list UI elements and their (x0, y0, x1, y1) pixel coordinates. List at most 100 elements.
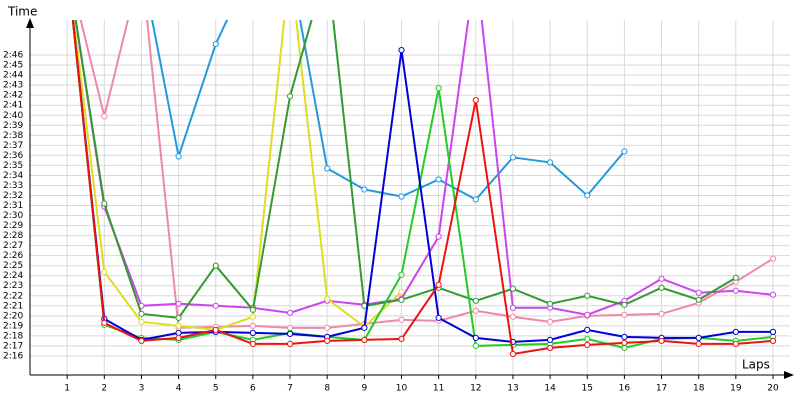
x-tick-label: 1 (64, 384, 70, 394)
y-tick-label: 2:27 (3, 241, 23, 251)
data-point (769, 291, 777, 298)
x-tick-label: 15 (582, 384, 593, 394)
data-point (398, 316, 405, 323)
y-tick-label: 2:35 (3, 161, 23, 171)
y-tick-label: 2:26 (3, 251, 23, 261)
y-tick-label: 2:32 (3, 191, 23, 201)
y-tick-label: 2:29 (3, 221, 23, 231)
data-point (547, 336, 554, 344)
y-tick-label: 2:46 (3, 51, 23, 61)
data-point (658, 337, 665, 345)
data-point (138, 310, 145, 317)
y-tick-label: 2:22 (3, 291, 23, 301)
data-point (472, 307, 479, 314)
x-tick-label: 13 (507, 384, 518, 394)
data-point (658, 275, 665, 282)
y-axis-title: Time (7, 5, 37, 19)
series-line (151, 20, 626, 201)
x-tick-label: 4 (176, 384, 182, 394)
y-tick-label: 2:34 (3, 171, 23, 181)
x-tick-label: 7 (287, 384, 293, 394)
data-point (658, 284, 665, 291)
data-point (695, 289, 702, 296)
data-point (361, 324, 368, 331)
data-point (695, 340, 702, 348)
y-tick-label: 2:37 (3, 141, 23, 151)
x-tick-label: 9 (361, 384, 367, 394)
data-point (212, 262, 219, 269)
data-point (472, 196, 479, 203)
series-line (72, 20, 403, 331)
y-tick-label: 2:36 (3, 151, 23, 161)
x-tick-label: 12 (470, 384, 481, 394)
y-tick-label: 2:31 (3, 201, 23, 211)
data-point (472, 342, 479, 350)
data-point (509, 304, 517, 311)
data-point (472, 334, 479, 341)
x-tick-label: 20 (767, 384, 779, 394)
data-point (547, 318, 554, 325)
x-tick-label: 17 (656, 384, 667, 394)
data-point (175, 334, 182, 341)
data-point (509, 285, 517, 292)
x-tick-label: 2 (101, 384, 107, 394)
data-point (621, 344, 628, 352)
y-tick-label: 2:41 (3, 101, 23, 111)
data-point (398, 271, 405, 278)
data-point (324, 324, 331, 331)
data-point (175, 314, 182, 321)
y-tick-label: 2:21 (3, 301, 23, 311)
data-point (584, 292, 591, 299)
data-point (101, 113, 108, 120)
y-tick-label: 2:17 (3, 341, 23, 351)
data-point (361, 336, 368, 344)
data-point (249, 306, 256, 313)
data-point (249, 313, 256, 320)
data-point (732, 287, 739, 294)
data-point (212, 302, 219, 309)
data-point (769, 337, 777, 345)
data-point (398, 288, 405, 295)
data-point (249, 340, 256, 348)
x-tick-label: 14 (544, 384, 556, 394)
y-tick-label: 2:28 (3, 231, 23, 241)
data-point (472, 97, 479, 104)
data-point (621, 311, 628, 318)
x-tick-label: 18 (693, 384, 705, 394)
data-point (398, 296, 405, 303)
y-tick-label: 2:25 (3, 261, 23, 271)
data-point (584, 335, 591, 342)
y-tick-label: 2:33 (3, 181, 23, 191)
y-tick-label: 2:40 (3, 111, 23, 121)
x-tick-label: 10 (396, 384, 408, 394)
data-point (324, 165, 331, 172)
data-point (621, 148, 628, 155)
data-point (435, 176, 442, 183)
x-tick-label: 5 (213, 384, 219, 394)
data-point (101, 200, 108, 207)
data-point (324, 295, 331, 302)
data-point (286, 340, 294, 348)
data-point (472, 297, 479, 304)
y-tick-label: 2:42 (3, 91, 23, 101)
data-point (175, 300, 182, 307)
data-point (324, 337, 331, 345)
x-tick-label: 11 (433, 384, 444, 394)
data-point (584, 326, 591, 333)
data-point (509, 313, 517, 320)
x-tick-label: 6 (250, 384, 256, 394)
y-tick-label: 2:38 (3, 131, 23, 141)
data-point (584, 311, 591, 318)
y-tick-label: 2:39 (3, 121, 23, 131)
data-point (138, 337, 145, 345)
data-point (547, 300, 554, 307)
x-tick-label: 8 (324, 384, 330, 394)
data-point (435, 233, 442, 240)
data-point (398, 335, 405, 342)
y-tick-label: 2:45 (3, 61, 23, 71)
data-point (621, 301, 628, 308)
x-axis-title: Laps (742, 358, 770, 372)
x-tick-label: 3 (139, 384, 145, 394)
data-point (138, 318, 145, 325)
